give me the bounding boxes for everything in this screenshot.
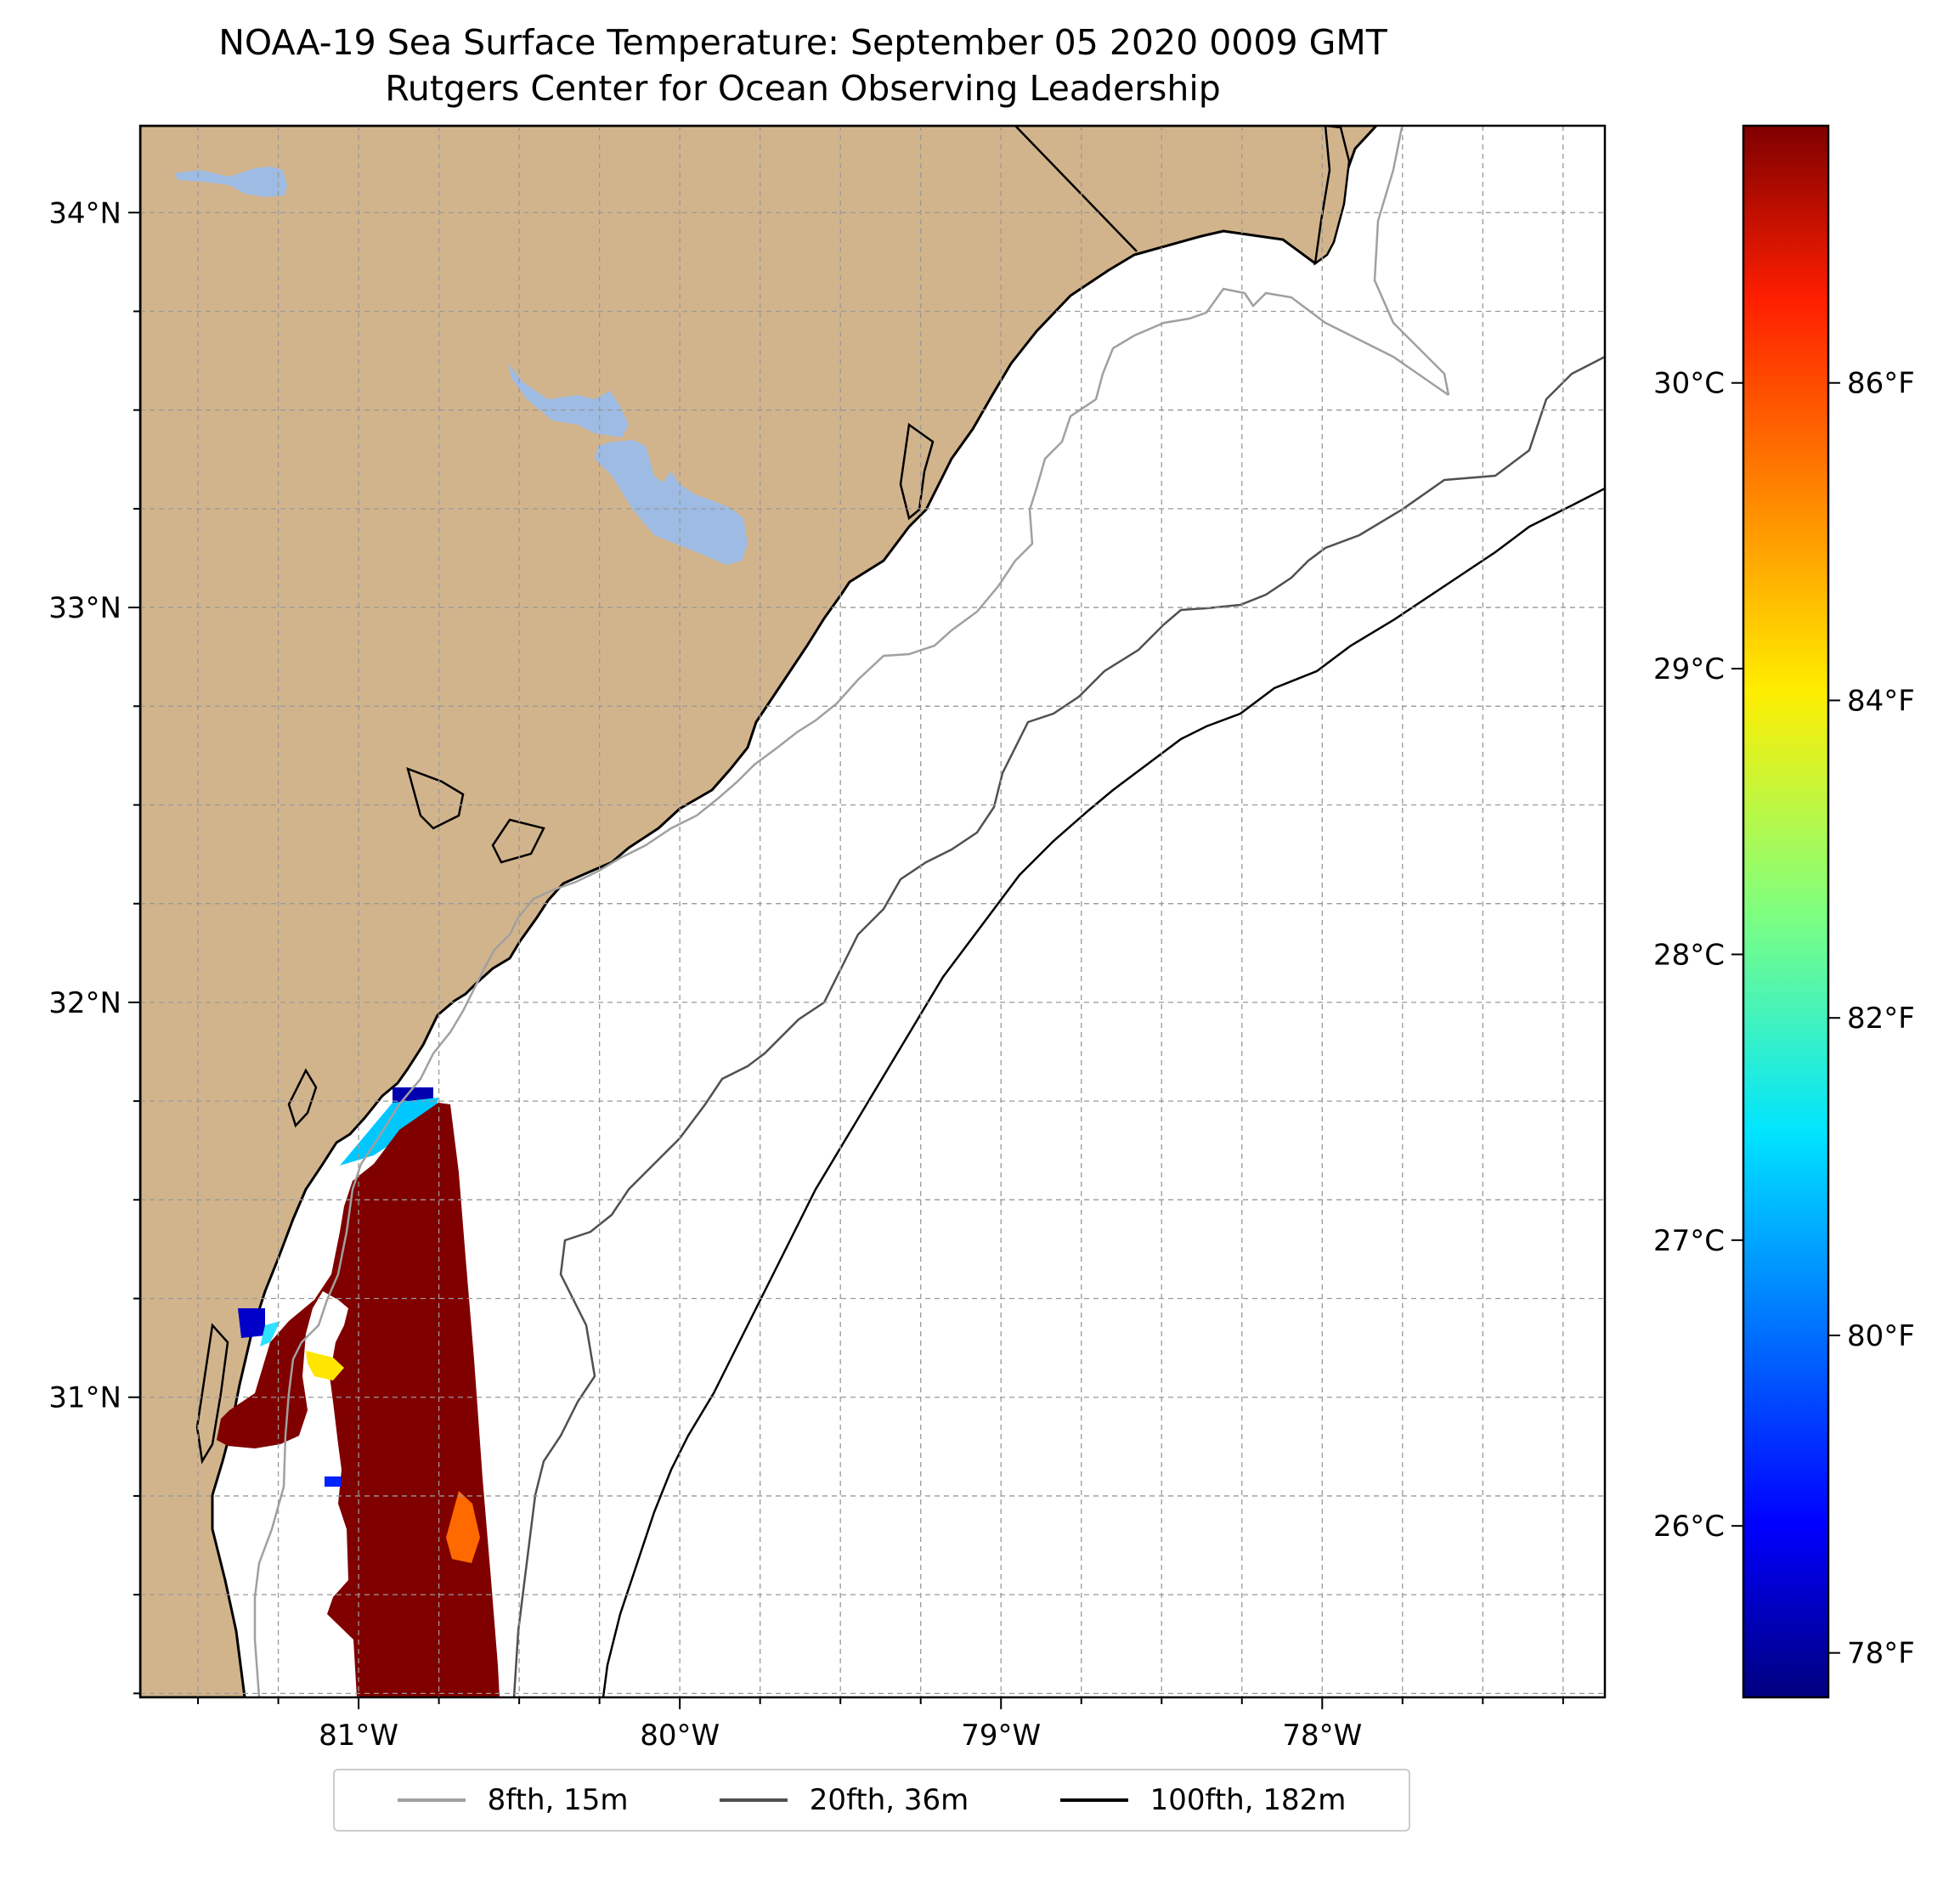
legend-label-20fth: 20fth, 36m (809, 1783, 969, 1817)
lat-tick-label: 33°N (48, 591, 121, 625)
lon-tick-label: 79°W (961, 1719, 1041, 1753)
map-gridlines (140, 126, 1605, 1697)
celsius-tick-label: 28°C (1653, 938, 1725, 972)
sst-patch-blue-south (325, 1476, 342, 1487)
legend-label-8fth: 8fth, 15m (487, 1783, 629, 1817)
sst-patch-yellow-eddy (306, 1351, 344, 1380)
coastal-islands (195, 126, 1351, 1465)
map-frame (138, 124, 1607, 1699)
fahrenheit-tick-label: 82°F (1847, 1002, 1915, 1036)
isobath-8fth (253, 127, 1450, 1697)
map-subtitle: Rutgers Center for Ocean Observing Leade… (385, 68, 1221, 109)
lake-northwest (174, 167, 287, 197)
fahrenheit-tick-label: 84°F (1847, 684, 1915, 718)
lat-tick-label: 34°N (48, 196, 121, 230)
legend-swatch-100fth (1059, 1798, 1128, 1802)
isobath-legend: 8fth, 15m 20fth, 36m 100fth, 182m (333, 1769, 1410, 1832)
land-mass (140, 126, 1378, 1697)
colorbar (1742, 124, 1830, 1699)
isobath-20fth (512, 355, 1605, 1697)
celsius-tick-label: 27°C (1653, 1224, 1725, 1258)
legend-swatch-8fth (397, 1798, 466, 1802)
lon-tick-label: 80°W (640, 1719, 720, 1753)
celsius-tick-label: 30°C (1653, 367, 1725, 401)
lon-tick-label: 81°W (319, 1719, 398, 1753)
lake-marion (508, 364, 629, 438)
legend-swatch-20fth (719, 1798, 788, 1802)
sst-patch-blue-west (238, 1308, 265, 1338)
sst-patch-cold-edge (340, 1098, 438, 1166)
sst-patch-orange (446, 1491, 480, 1563)
lat-tick-label: 32°N (48, 986, 121, 1020)
legend-label-100fth: 100fth, 182m (1149, 1783, 1347, 1817)
latitude-axis: 34°N 33°N 32°N 31°N (48, 196, 140, 1695)
fahrenheit-tick-label: 80°F (1847, 1319, 1915, 1353)
legend-entry-20fth: 20fth, 36m (719, 1783, 969, 1817)
lat-tick-label: 31°N (48, 1381, 121, 1415)
legend-entry-8fth: 8fth, 15m (397, 1783, 629, 1817)
lon-tick-label: 78°W (1282, 1719, 1362, 1753)
celsius-tick-label: 26°C (1653, 1510, 1725, 1544)
sst-edge-cyan-west (260, 1321, 280, 1346)
fahrenheit-tick-label: 86°F (1847, 367, 1915, 401)
fahrenheit-tick-label: 78°F (1847, 1637, 1915, 1671)
state-border (1014, 126, 1138, 252)
colorbar-fahrenheit-axis: 86°F 84°F 82°F 80°F 78°F (1828, 367, 1915, 1671)
lake-moultrie (595, 440, 748, 565)
colorbar-celsius-axis: 30°C 29°C 28°C 27°C 26°C (1653, 367, 1743, 1544)
longitude-axis: 81°W 80°W 79°W 78°W (197, 1697, 1564, 1753)
isobath-100fth (602, 487, 1605, 1697)
map-title: NOAA-19 Sea Surface Temperature: Septemb… (218, 22, 1387, 63)
legend-entry-100fth: 100fth, 182m (1059, 1783, 1347, 1817)
celsius-tick-label: 29°C (1653, 652, 1725, 686)
